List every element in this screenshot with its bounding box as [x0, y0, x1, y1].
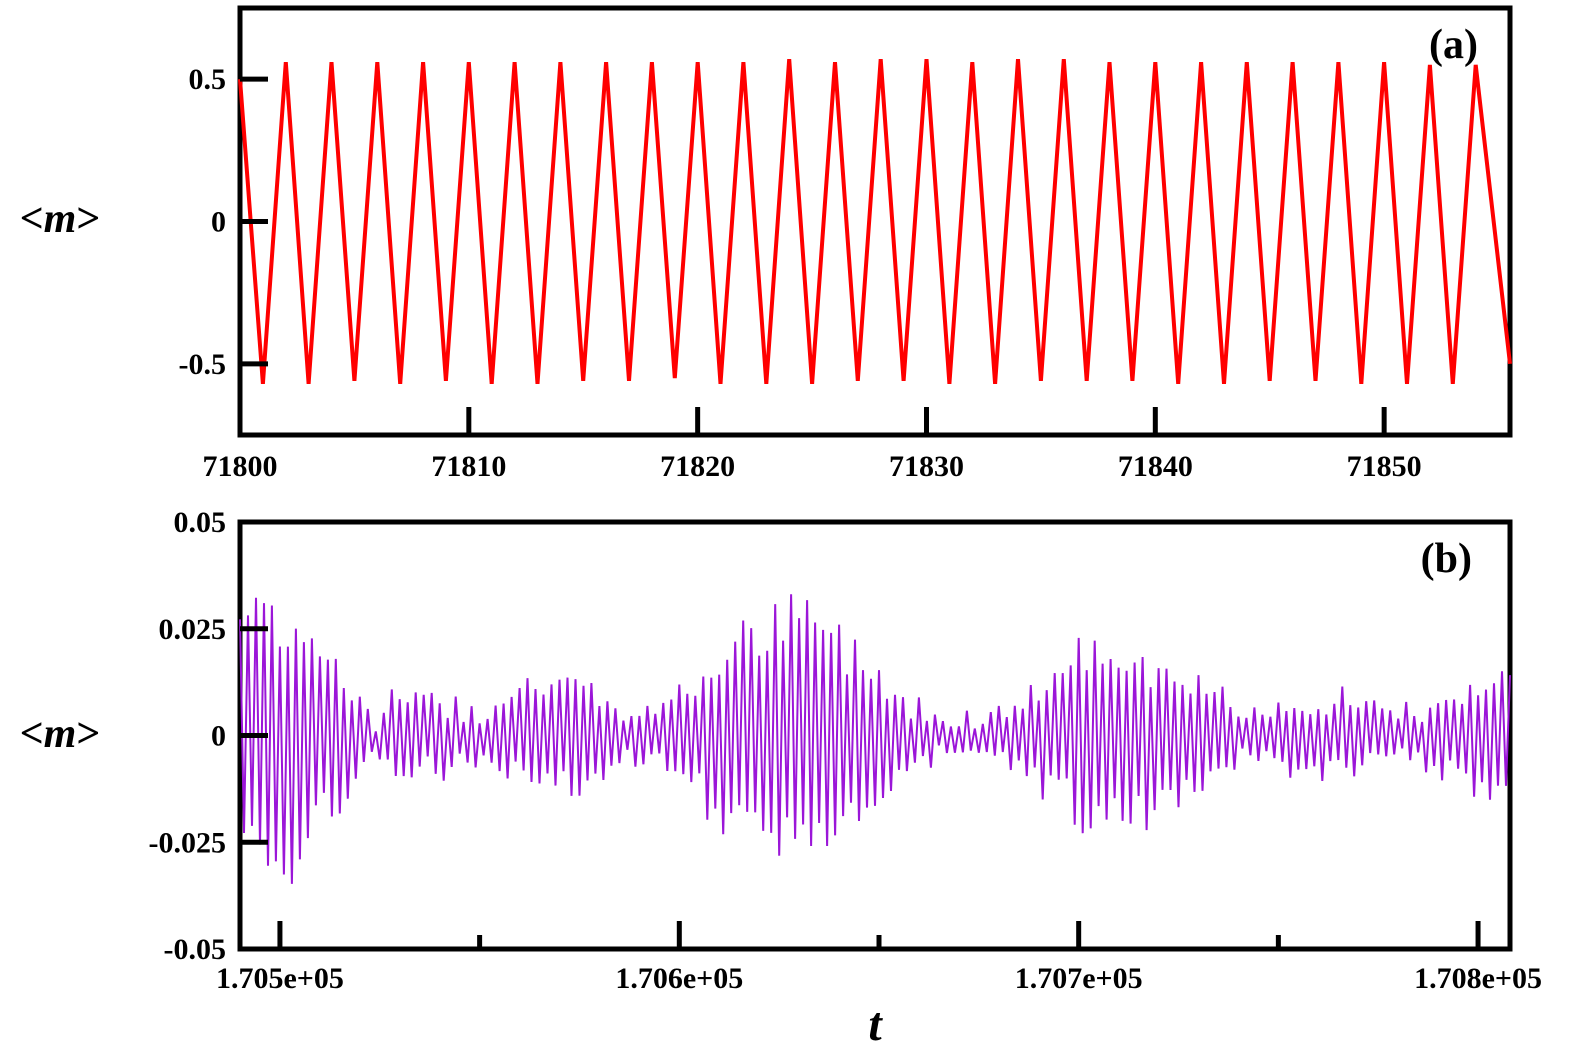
series-line-b	[239, 594, 1511, 884]
panel-b-x-tick-label: 1.705e+05	[216, 962, 344, 995]
panel-a-y-tick-label: -0.5	[179, 348, 227, 381]
panel-b: 0.05 0.025 0 -0.025 -0.051.705e+05 1.706e+05 1…	[20, 506, 1542, 1051]
panel-b-y-tick-label: -0.025	[149, 826, 227, 859]
panel-a-y-tick-label: 0	[211, 206, 226, 239]
panel-b-x-tick-label: 1.706e+05	[615, 962, 743, 995]
panel-a-axes: 0.5 0 -0.5 71800 71810 71820 71830 71840 71850	[179, 63, 1422, 483]
panel-b-ylabel: <m>	[20, 711, 101, 757]
panel-b-x-tick-label: 1.708e+05	[1414, 962, 1542, 995]
panel-b-y-tick-label: 0	[211, 720, 226, 753]
panel-a-frame	[237, 5, 1513, 438]
panel-a-x-tick-label: 71830	[889, 450, 964, 483]
series-line-a	[238, 59, 1512, 384]
panel-b-xlabel: t	[868, 998, 883, 1051]
panel-a-x-tick-label: 71800	[203, 450, 278, 483]
panel-a-marks	[238, 59, 1512, 384]
panel-b-y-tick-label: 0.05	[174, 506, 227, 539]
panel-b-y-tick-label: -0.05	[164, 933, 227, 966]
panel-b-x-tick-label: 1.707e+05	[1015, 962, 1143, 995]
panel-b-y-tick-label: 0.025	[159, 613, 227, 646]
panel-a-ylabel: <m>	[20, 196, 101, 242]
panel-a-tag: (a)	[1429, 22, 1478, 68]
panel-a: 0.5 0 -0.5 71800 71810 71820 71830 71840 71850 (…	[20, 5, 1513, 483]
panel-a-y-tick-label: 0.5	[189, 63, 227, 96]
panel-a-x-tick-label: 71820	[660, 450, 735, 483]
panel-b-axes: 0.05 0.025 0 -0.025 -0.051.705e+05 1.706e+05 1…	[149, 506, 1543, 995]
panel-a-x-tick-label: 71810	[431, 450, 506, 483]
panel-b-tag: (b)	[1421, 536, 1472, 582]
panel-a-x-tick-label: 71840	[1118, 450, 1193, 483]
panel-b-marks	[239, 594, 1511, 884]
panel-a-x-tick-label: 71850	[1347, 450, 1422, 483]
